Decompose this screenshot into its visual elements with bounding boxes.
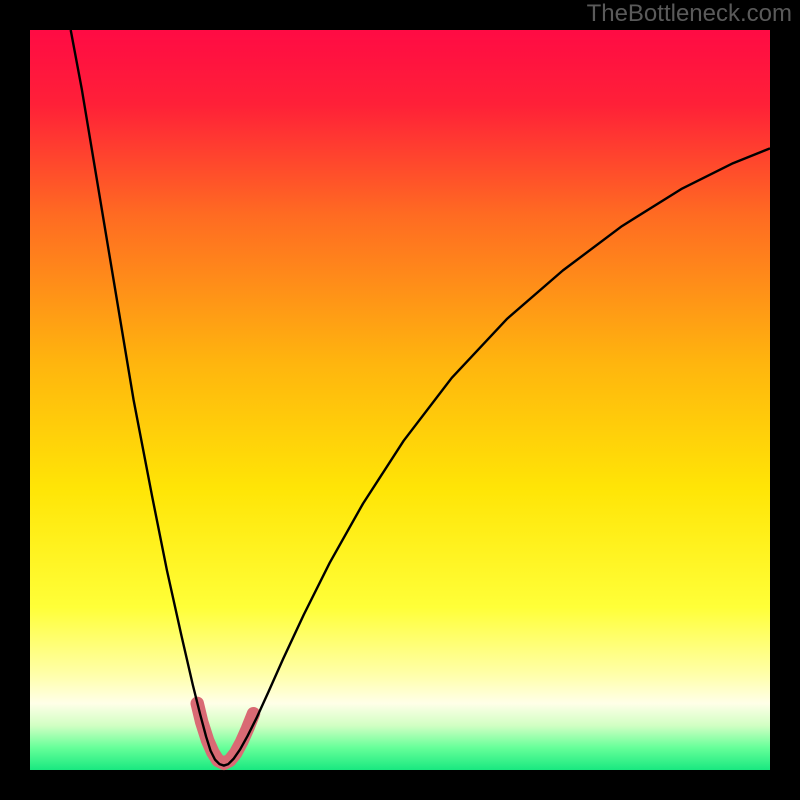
bottleneck-chart-svg (0, 0, 800, 800)
plot-gradient-background (30, 30, 770, 770)
chart-canvas: TheBottleneck.com (0, 0, 800, 800)
